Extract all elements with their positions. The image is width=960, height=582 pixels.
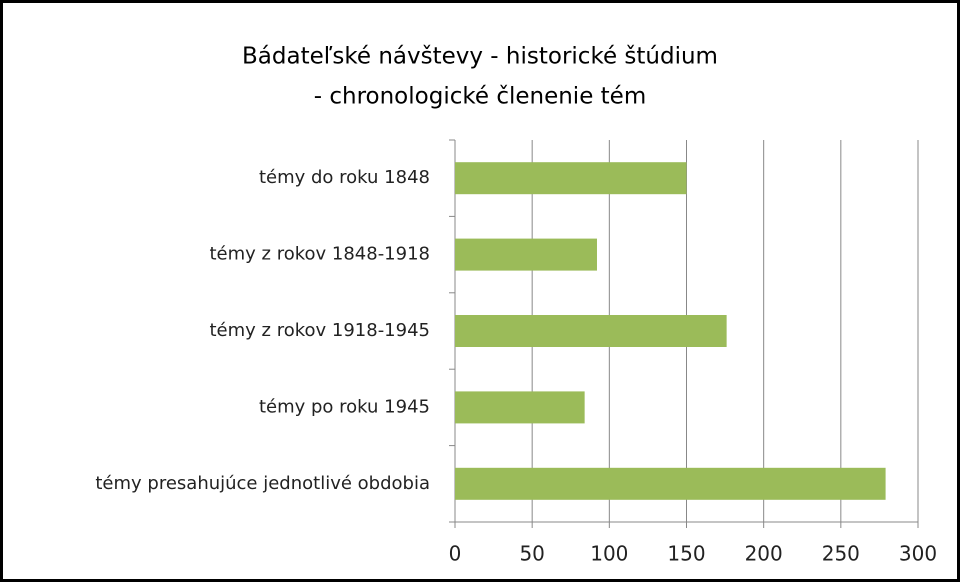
y-tick-label: témy z rokov 1848-1918 xyxy=(209,244,430,265)
y-tick-label: témy po roku 1945 xyxy=(259,396,430,417)
x-tick-label: 100 xyxy=(590,542,628,566)
bar xyxy=(455,238,597,271)
x-tick-label: 300 xyxy=(899,542,937,566)
chart-title: Bádateľské návštevy - historické štúdium xyxy=(242,44,718,70)
bar xyxy=(455,391,585,424)
bar xyxy=(455,467,886,500)
y-tick-label: témy presahujúce jednotlivé obdobia xyxy=(95,473,430,494)
x-tick-label: 200 xyxy=(745,542,783,566)
bar xyxy=(455,315,727,347)
y-tick-label: témy z rokov 1918-1945 xyxy=(209,320,430,341)
chart-title: - chronologické členenie tém xyxy=(314,84,646,110)
x-tick-label: 0 xyxy=(449,542,462,566)
y-tick-label: témy do roku 1848 xyxy=(259,167,430,188)
x-tick-label: 150 xyxy=(667,542,705,566)
x-tick-label: 50 xyxy=(519,542,544,566)
bar xyxy=(455,162,687,195)
x-tick-label: 250 xyxy=(822,542,860,566)
